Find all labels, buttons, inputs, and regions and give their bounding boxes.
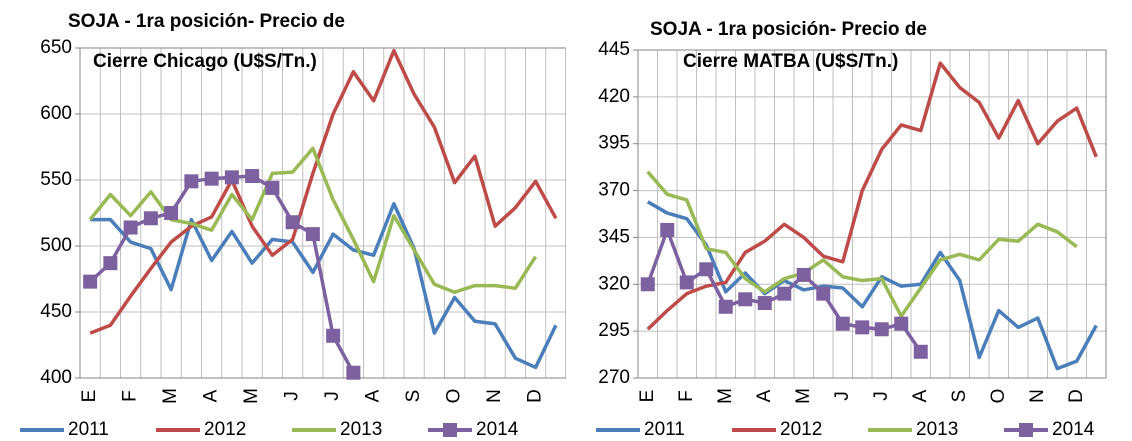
y-tick-label: 320 <box>598 273 630 294</box>
y-tick-label: 445 <box>598 39 630 60</box>
x-tick-label: J <box>871 391 892 401</box>
chart-chicago: 400 450 500 550 600 650 E F M A M J J A S O N D SOJA - 1ra… <box>20 11 566 440</box>
chart-title: Cierre MATBA (U$S/Tn.) <box>683 51 898 72</box>
x-tick-label: J <box>832 391 853 401</box>
y-tick-label: 650 <box>40 37 72 58</box>
y-tick-label: 270 <box>598 367 630 388</box>
x-tick-label: S <box>949 390 970 403</box>
x-tick-label: M <box>241 388 262 404</box>
y-tick-label: 600 <box>40 103 72 124</box>
series-line <box>90 202 558 370</box>
chart-title: SOJA - 1ra posición- Precio de <box>68 11 345 32</box>
y-tick-label: 345 <box>598 226 630 247</box>
y-tick-label: 450 <box>40 301 72 322</box>
legend-label: 2013 <box>340 419 382 440</box>
point-marker <box>123 220 138 235</box>
y-tick-label: 500 <box>40 235 72 256</box>
legend-label: 2014 <box>476 419 519 440</box>
legend-marker <box>1019 423 1033 437</box>
point-marker <box>855 320 870 335</box>
x-tick-label: J <box>282 391 303 401</box>
x-tick-label: O <box>444 389 465 404</box>
legend-label: 2012 <box>204 419 246 440</box>
x-tick-label: E <box>637 390 658 403</box>
point-marker <box>757 296 772 311</box>
x-tick-label: N <box>484 389 505 403</box>
y-tick-label: 295 <box>598 320 630 341</box>
point-marker <box>835 316 850 331</box>
point-marker <box>204 171 219 186</box>
point-marker <box>796 267 811 282</box>
point-marker <box>660 222 675 237</box>
point-marker <box>699 262 714 277</box>
point-marker <box>777 286 792 301</box>
x-tick-label: M <box>715 388 736 404</box>
point-marker <box>326 328 341 343</box>
y-tick-label: 400 <box>40 367 72 388</box>
point-marker <box>164 206 179 220</box>
x-tick-label: S <box>403 390 424 403</box>
legend-label: 2013 <box>916 419 958 440</box>
x-tick-label: M <box>160 388 181 404</box>
legend-label: 2011 <box>68 419 109 440</box>
chart-title: Cierre Chicago (U$S/Tn.) <box>93 51 317 72</box>
x-tick-label: D <box>525 389 546 403</box>
point-marker <box>718 299 733 314</box>
x-tick-label: A <box>363 389 384 402</box>
point-marker <box>224 170 239 185</box>
point-marker <box>894 316 909 331</box>
point-marker <box>265 180 280 195</box>
series-line <box>646 61 1098 331</box>
point-marker <box>346 365 361 380</box>
x-tick-label: A <box>910 389 931 402</box>
plot-frame <box>79 47 566 379</box>
plot-frame <box>637 49 1107 379</box>
point-marker <box>913 344 928 359</box>
point-marker <box>640 277 655 292</box>
y-tick-label: 550 <box>40 169 72 190</box>
y-tick-label: 420 <box>598 86 630 107</box>
point-marker <box>103 256 118 271</box>
legend-label: 2011 <box>644 419 685 440</box>
point-marker <box>245 169 260 184</box>
x-tick-label: N <box>1027 389 1048 403</box>
point-marker <box>679 275 694 290</box>
point-marker <box>816 286 831 301</box>
x-tick-label: J <box>322 391 343 401</box>
chart-title: SOJA - 1ra posición- Precio de <box>650 19 927 40</box>
point-marker <box>285 215 300 230</box>
x-tick-label: D <box>1066 389 1087 403</box>
legend-label: 2014 <box>1052 419 1095 440</box>
x-tick-label: M <box>793 388 814 404</box>
legend-label: 2012 <box>780 419 822 440</box>
x-tick-label: A <box>201 389 222 402</box>
series-line <box>89 48 558 335</box>
legend-marker <box>443 423 457 437</box>
series-line <box>646 170 1078 318</box>
point-marker <box>874 322 889 337</box>
y-tick-label: 370 <box>598 180 630 201</box>
chart-matba: 270 295 320 345 370 395 420 445 E F M A M J J A S O N D SOJA… <box>596 19 1107 440</box>
x-tick-label: F <box>676 390 697 402</box>
x-tick-label: O <box>988 389 1009 404</box>
point-marker <box>143 211 158 226</box>
x-tick-label: F <box>120 390 141 402</box>
y-tick-label: 395 <box>598 133 630 154</box>
point-marker <box>738 292 753 307</box>
x-tick-label: E <box>79 390 100 403</box>
x-tick-label: A <box>754 389 775 402</box>
point-marker <box>305 227 320 242</box>
point-marker <box>83 274 98 289</box>
point-marker <box>184 174 199 189</box>
